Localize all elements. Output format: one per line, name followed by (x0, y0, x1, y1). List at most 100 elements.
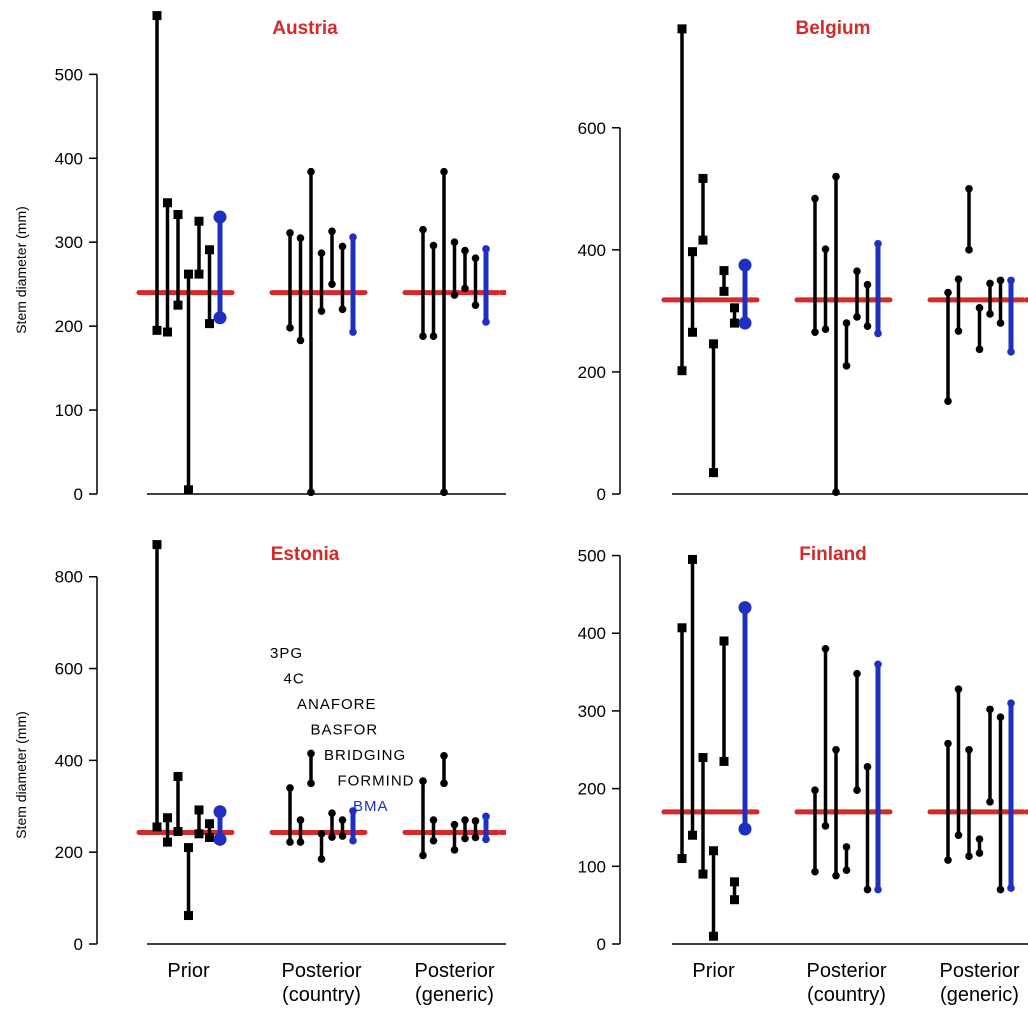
interval-endpoint (286, 229, 294, 237)
interval-endpoint (205, 819, 214, 829)
interval-endpoint (986, 279, 994, 288)
panel-estonia: Estonia 0 200 400 600 800 Stem diameter (mm) Pr… (13, 540, 506, 1006)
interval-endpoint (307, 749, 315, 758)
interval-endpoint (152, 11, 162, 21)
interval-endpoint (205, 245, 214, 255)
interval-endpoint (461, 834, 469, 843)
interval-endpoint (944, 739, 952, 748)
interval-endpoint (450, 846, 459, 854)
interval-endpoint (853, 313, 861, 321)
interval-endpoint (738, 601, 752, 615)
interval-endpoint (461, 816, 469, 824)
legend-model-label: BASFOR (311, 722, 379, 739)
interval-endpoint (307, 167, 315, 176)
interval-endpoint (419, 777, 427, 785)
interval-endpoint (471, 254, 480, 262)
interval-endpoint (688, 247, 697, 257)
interval-endpoint (450, 820, 459, 829)
interval-endpoint (698, 173, 708, 183)
interval-endpoint (821, 822, 830, 830)
interval-endpoint (338, 816, 347, 824)
interval-endpoint (184, 269, 193, 279)
interval-endpoint (874, 329, 882, 338)
y-tick-label: 0 (597, 935, 606, 954)
interval-endpoint (709, 339, 718, 349)
interval-endpoint (482, 245, 490, 253)
interval-endpoint (730, 303, 739, 313)
interval-endpoint (296, 838, 305, 846)
interval-endpoint (863, 763, 872, 771)
interval-endpoint (338, 242, 347, 251)
legend-model-label: 3PG (270, 645, 303, 662)
interval-endpoint (296, 816, 305, 824)
interval-endpoint (832, 488, 840, 496)
interval-endpoint (821, 245, 830, 254)
interval-endpoint (986, 798, 994, 806)
interval-endpoint (842, 319, 851, 327)
interval-endpoint (482, 318, 490, 326)
interval-endpoint (677, 623, 687, 633)
interval-endpoint (184, 843, 193, 853)
interval-endpoint (184, 911, 193, 921)
interval-endpoint (738, 316, 752, 330)
interval-endpoint (205, 832, 214, 842)
interval-endpoint (811, 867, 819, 876)
y-tick-label: 400 (578, 241, 606, 260)
category-label: Posterior (806, 960, 886, 982)
interval-endpoint (853, 786, 861, 794)
interval-endpoint (194, 805, 204, 815)
interval-endpoint (482, 812, 490, 821)
interval-endpoint (944, 856, 952, 864)
interval-endpoint (738, 258, 752, 272)
interval-endpoint (975, 304, 984, 312)
interval-endpoint (296, 234, 305, 242)
interval-endpoint (719, 636, 729, 646)
interval-endpoint (1007, 699, 1015, 707)
interval-endpoint (471, 301, 480, 309)
interval-endpoint (944, 288, 952, 297)
interval-endpoint (709, 846, 718, 856)
interval-endpoint (975, 849, 984, 857)
interval-endpoint (996, 319, 1005, 327)
interval-endpoint (440, 488, 448, 497)
category-label: (generic) (940, 984, 1019, 1006)
interval-endpoint (863, 322, 872, 330)
interval-endpoint (1007, 347, 1015, 356)
interval-endpoint (677, 24, 687, 34)
panel-title: Finland (799, 544, 867, 565)
interval-endpoint (832, 172, 840, 181)
interval-endpoint (461, 246, 469, 255)
y-tick-label: 0 (597, 485, 606, 504)
interval-endpoint (349, 807, 357, 815)
y-tick-label: 200 (55, 317, 83, 336)
interval-endpoint (698, 235, 708, 245)
interval-endpoint (429, 836, 438, 845)
interval-endpoint (719, 756, 729, 766)
interval-endpoint (965, 246, 973, 254)
y-tick-label: 300 (55, 233, 83, 252)
interval-endpoint (719, 266, 729, 276)
interval-endpoint (328, 280, 336, 288)
interval-endpoint (296, 336, 305, 345)
interval-endpoint (874, 660, 882, 669)
interval-endpoint (173, 210, 183, 220)
interval-endpoint (730, 318, 739, 328)
interval-endpoint (975, 835, 984, 843)
interval-endpoint (738, 822, 752, 836)
interval-endpoint (954, 327, 963, 335)
interval-endpoint (328, 809, 336, 817)
interval-endpoint (440, 779, 448, 788)
interval-endpoint (286, 324, 294, 332)
y-tick-label: 600 (55, 660, 83, 679)
interval-endpoint (194, 216, 204, 226)
interval-endpoint (954, 685, 963, 693)
interval-endpoint (811, 194, 819, 203)
interval-endpoint (163, 837, 172, 847)
y-tick-label: 500 (578, 547, 606, 566)
category-label: Posterior (414, 960, 494, 982)
interval-endpoint (965, 185, 973, 193)
y-tick-label: 400 (578, 624, 606, 643)
interval-endpoint (450, 291, 459, 299)
legend-model-label: 4C (284, 671, 305, 688)
